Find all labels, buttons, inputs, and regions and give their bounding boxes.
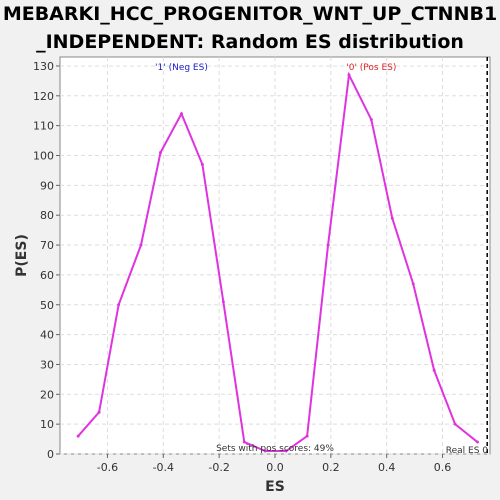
y-axis-label: P(ES): [14, 234, 30, 277]
y-tick-label: 30: [40, 358, 54, 371]
y-tick-label: 110: [33, 120, 54, 133]
x-axis-label: ES: [265, 479, 285, 495]
data-point: [201, 163, 204, 166]
data-point: [476, 441, 479, 444]
data-point: [222, 300, 225, 303]
y-tick-label: 50: [40, 299, 54, 312]
data-point: [98, 411, 101, 414]
data-point: [306, 435, 309, 438]
x-tick-label: 0.2: [322, 461, 340, 474]
data-point: [180, 112, 183, 115]
y-tick-label: 130: [33, 60, 54, 73]
x-tick-label: 0.4: [378, 461, 396, 474]
data-point: [139, 244, 142, 247]
y-tick-label: 0: [47, 448, 54, 461]
y-tick-label: 120: [33, 90, 54, 103]
y-tick-label: 70: [40, 239, 54, 252]
data-point: [412, 282, 415, 285]
data-point: [454, 423, 457, 426]
data-point: [370, 118, 373, 121]
y-tick-label: 90: [40, 179, 54, 192]
y-tick-label: 20: [40, 388, 54, 401]
x-tick-label: 0.6: [434, 461, 452, 474]
data-point: [347, 73, 350, 76]
data-point: [391, 217, 394, 220]
neg-es-label: '1' (Neg ES): [155, 63, 208, 73]
y-tick-label: 40: [40, 329, 54, 342]
y-tick-label: 80: [40, 209, 54, 222]
pos-es-label: '0' (Pos ES): [346, 63, 396, 73]
x-tick-label: -0.4: [153, 461, 174, 474]
x-tick-label: 0.0: [266, 461, 284, 474]
data-point: [77, 435, 80, 438]
data-point: [159, 151, 162, 154]
data-point: [433, 369, 436, 372]
data-point: [117, 303, 120, 306]
y-tick-label: 10: [40, 418, 54, 431]
y-tick-label: 100: [33, 150, 54, 163]
data-point: [327, 244, 330, 247]
y-tick-label: 60: [40, 269, 54, 282]
pos-scores-text: Sets with pos scores: 49%: [216, 444, 334, 454]
x-tick-label: -0.6: [97, 461, 118, 474]
real-es-label: Real ES 0: [446, 446, 489, 456]
x-tick-label: -0.2: [208, 461, 229, 474]
